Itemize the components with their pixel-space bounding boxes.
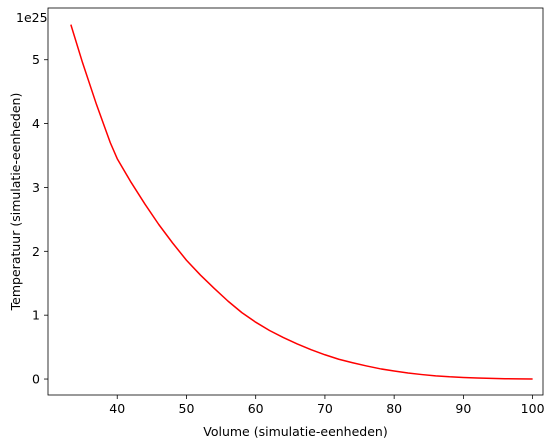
y-offset-label: 1e25 xyxy=(16,10,48,25)
x-tick-label: 100 xyxy=(521,401,545,416)
y-tick-label: 4 xyxy=(32,116,40,131)
x-tick-label: 50 xyxy=(179,401,195,416)
x-axis: 40 50 60 70 80 90 100 xyxy=(109,395,545,416)
y-tick-label: 1 xyxy=(32,308,40,323)
y-axis: 0 1 2 3 4 5 xyxy=(32,52,48,387)
y-axis-label: Temperatuur (simulatie-eenheden) xyxy=(8,93,23,312)
series-line xyxy=(70,24,533,380)
x-tick-label: 60 xyxy=(248,401,264,416)
axes-frame xyxy=(47,7,544,396)
y-tick-label: 2 xyxy=(32,244,40,259)
x-tick-label: 80 xyxy=(386,401,402,416)
plot-area xyxy=(70,24,533,380)
y-tick-label: 5 xyxy=(32,52,40,67)
x-tick-label: 70 xyxy=(317,401,333,416)
y-tick-label: 0 xyxy=(32,372,40,387)
x-tick-label: 90 xyxy=(455,401,471,416)
x-tick-label: 40 xyxy=(109,401,125,416)
x-axis-label: Volume (simulatie-eenheden) xyxy=(203,424,387,439)
y-tick-label: 3 xyxy=(32,180,40,195)
